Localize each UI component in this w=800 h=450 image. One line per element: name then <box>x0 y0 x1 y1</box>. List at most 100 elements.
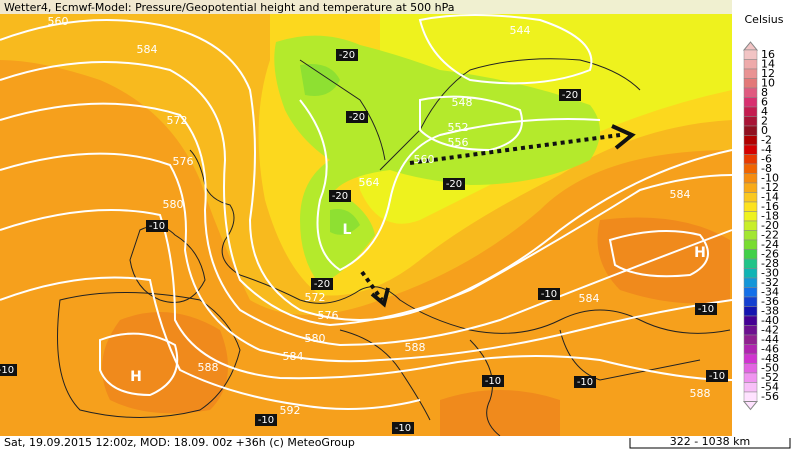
temperature-label-box <box>538 288 560 300</box>
legend-label: -44 <box>761 333 779 346</box>
legend-label: -32 <box>761 276 779 289</box>
legend-label: 12 <box>761 67 775 80</box>
legend-label: -46 <box>761 342 779 355</box>
legend-swatch <box>743 220 758 231</box>
contour-label: 556 <box>448 136 469 149</box>
legend-label: -2 <box>761 133 772 146</box>
pressure-center: L <box>343 222 352 238</box>
legend-label: -22 <box>761 228 779 241</box>
contour-label: 588 <box>405 341 426 354</box>
temperature-label: -20 <box>314 279 330 290</box>
coldest-zone <box>300 64 360 235</box>
legend-label: -56 <box>761 390 779 403</box>
contour-line <box>0 276 421 410</box>
legend-label: -54 <box>761 380 779 393</box>
temperature-label-box <box>336 49 358 61</box>
contour-line <box>99 332 179 397</box>
legend-swatch <box>743 182 758 193</box>
temperature-label-box <box>574 376 596 388</box>
contour-line <box>608 230 709 278</box>
legend: 1614121086420-2-4-6-8-10-12-14-16-18-20-… <box>742 41 779 411</box>
legend-label: -6 <box>761 152 772 165</box>
legend-swatch <box>743 239 758 250</box>
temperature-label: -20 <box>332 191 348 202</box>
flow-arrows <box>360 124 636 308</box>
temperature-label: -10 <box>258 415 274 426</box>
contour-line <box>0 19 733 321</box>
warm-orange-zone <box>102 217 730 436</box>
legend-label: 10 <box>761 76 775 89</box>
legend-swatch <box>743 363 758 374</box>
footer-bar <box>0 436 800 450</box>
legend-label: 4 <box>761 105 768 118</box>
legend-cap <box>742 401 759 411</box>
legend-label: -38 <box>761 304 779 317</box>
title-bar <box>0 0 732 14</box>
legend-label: -20 <box>761 219 779 232</box>
legend-swatch <box>743 135 758 146</box>
legend-swatch <box>743 296 758 307</box>
contour-label: 564 <box>359 176 380 189</box>
legend-swatch <box>743 344 758 355</box>
contours <box>0 14 733 410</box>
temperature-label-box <box>706 370 728 382</box>
legend-swatch <box>743 268 758 279</box>
contour-label: 584 <box>579 292 600 305</box>
legend-label: -10 <box>761 171 779 184</box>
contour-label: 584 <box>283 350 304 363</box>
pressure-center: H <box>130 369 142 385</box>
legend-label: -28 <box>761 257 779 270</box>
temperature-label-box <box>443 178 465 190</box>
contour-line <box>0 152 733 363</box>
temperature-label: -20 <box>339 50 355 61</box>
contour-label: 572 <box>167 114 188 127</box>
legend-swatch <box>743 287 758 298</box>
map: 5605845445725485525565605765645805845725… <box>0 0 733 437</box>
legend-label: -36 <box>761 295 779 308</box>
temperature-label-box <box>311 278 333 290</box>
coastline <box>189 149 731 334</box>
legend-swatch <box>743 258 758 269</box>
contour-label: 592 <box>280 404 301 417</box>
contour-label: 548 <box>452 96 473 109</box>
map-title: Wetter4, Ecmwf-Model: Pressure/Geopotent… <box>4 1 455 14</box>
temperature-label-box <box>559 89 581 101</box>
contour-label: 572 <box>305 291 326 304</box>
legend-label: -18 <box>761 209 779 222</box>
legend-swatch <box>743 353 758 364</box>
temperature-label: -10 <box>698 304 714 315</box>
legend-label: -34 <box>761 285 779 298</box>
temperature-label: -10 <box>709 371 725 382</box>
legend-swatch <box>743 391 758 402</box>
legend-swatch <box>743 163 758 174</box>
legend-swatch <box>743 49 758 60</box>
temperature-label-box <box>695 303 717 315</box>
temperature-label-box <box>0 364 17 376</box>
temperature-label: -20 <box>349 112 365 123</box>
contour-line <box>0 209 733 381</box>
temperature-label-box <box>329 190 351 202</box>
temperature-label: -10 <box>485 376 501 387</box>
legend-label: -42 <box>761 323 779 336</box>
legend-label: -4 <box>761 143 772 156</box>
legend-label: -16 <box>761 200 779 213</box>
coastline <box>57 292 241 418</box>
map-scale: 322 - 1038 km <box>670 435 751 448</box>
legend-swatch <box>743 306 758 317</box>
pressure-center: H <box>694 245 706 261</box>
contour-label: 584 <box>670 188 691 201</box>
legend-swatch <box>743 325 758 336</box>
contour-label: 580 <box>163 198 184 211</box>
contour-line <box>0 61 733 327</box>
contour-label: 580 <box>305 332 326 345</box>
coastline <box>299 58 641 171</box>
legend-swatch <box>743 154 758 165</box>
legend-swatch <box>743 144 758 155</box>
temperature-label: -10 <box>149 221 165 232</box>
legend-swatch <box>743 382 758 393</box>
footer-info: Sat, 19.09.2015 12:00z, MOD: 18.09. 00z … <box>4 436 355 449</box>
legend-swatch <box>743 59 758 70</box>
legend-label: -50 <box>761 361 779 374</box>
legend-label: 2 <box>761 114 768 127</box>
